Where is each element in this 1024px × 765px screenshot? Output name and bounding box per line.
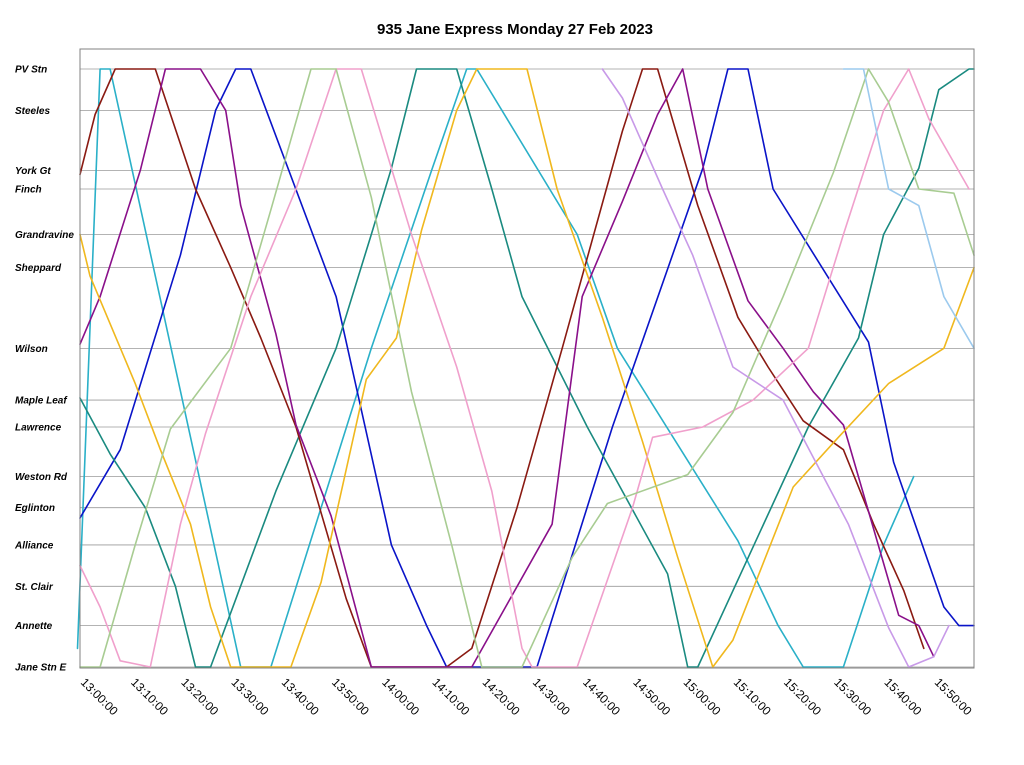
time-tick-label: 13:40:00 — [279, 675, 322, 718]
time-tick-label: 14:00:00 — [379, 675, 422, 718]
trip-line-10 — [842, 68, 975, 350]
stop-label: Steeles — [15, 106, 50, 117]
time-tick-label: 14:40:00 — [580, 675, 623, 718]
time-tick-label: 14:30:00 — [530, 675, 573, 718]
time-tick-label: 15:50:00 — [932, 675, 975, 718]
time-tick-label: 15:40:00 — [881, 675, 924, 718]
time-tick-label: 14:50:00 — [630, 675, 673, 718]
stop-label: Maple Leaf — [15, 396, 68, 407]
time-labels: 13:00:00 13:10:00 13:20:00 13:30:00 13:40:00… — [78, 675, 975, 718]
stop-label: St. Clair — [15, 582, 54, 593]
time-tick-label: 14:20:00 — [480, 675, 523, 718]
stop-label: Eglinton — [15, 503, 55, 514]
stop-label: Annette — [14, 621, 53, 632]
trip-line-9 — [601, 68, 950, 668]
stop-label: York Gt — [15, 166, 51, 177]
trip-line-6 — [79, 68, 975, 668]
stop-label: Wilson — [15, 344, 48, 355]
stop-label: Sheppard — [15, 263, 62, 274]
stop-label: PV Stn — [15, 65, 47, 76]
trip-line-4 — [79, 68, 925, 668]
stop-label: Grandravine — [15, 230, 74, 241]
time-tick-label: 15:00:00 — [681, 675, 724, 718]
trip-line-8 — [79, 68, 975, 668]
series-layer — [76, 68, 975, 668]
trip-line-7 — [79, 68, 970, 668]
time-tick-label: 13:50:00 — [329, 675, 372, 718]
grid-layer — [80, 68, 974, 668]
time-tick-label: 15:10:00 — [731, 675, 774, 718]
trip-line-3 — [79, 68, 975, 668]
time-tick-label: 13:30:00 — [229, 675, 272, 718]
stop-labels: PV Stn Steeles York Gt Finch Grandravine Shep… — [14, 65, 74, 674]
stop-label: Alliance — [14, 540, 54, 551]
stop-label: Jane Stn E — [15, 663, 66, 674]
stop-label: Finch — [15, 185, 42, 196]
chart-title: 935 Jane Express Monday 27 Feb 2023 — [377, 21, 653, 38]
trip-line-2 — [79, 68, 975, 668]
time-tick-label: 13:00:00 — [78, 675, 121, 718]
time-tick-label: 15:30:00 — [831, 675, 874, 718]
time-tick-label: 13:20:00 — [178, 675, 221, 718]
plot-frame — [79, 48, 975, 669]
time-tick-label: 15:20:00 — [781, 675, 824, 718]
time-tick-label: 14:10:00 — [429, 675, 472, 718]
stop-label: Weston Rd — [15, 472, 68, 483]
trip-line-5 — [79, 68, 935, 668]
time-tick-label: 13:10:00 — [128, 675, 171, 718]
stop-label: Lawrence — [15, 422, 62, 433]
